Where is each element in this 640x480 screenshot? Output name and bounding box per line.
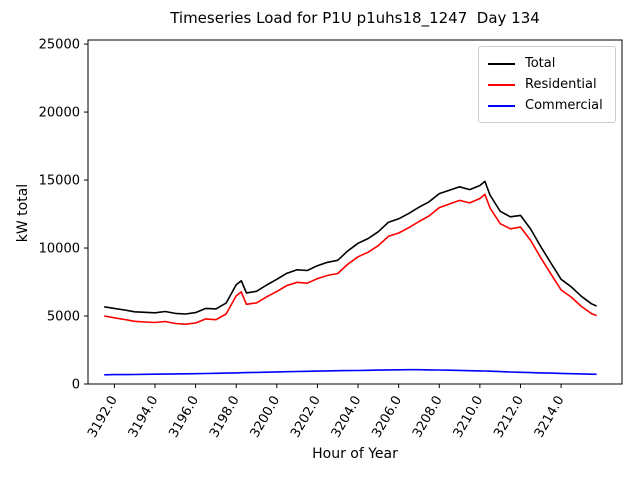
y-tick-label: 5000 [47,310,80,325]
y-tick-label: 15000 [39,174,80,189]
chart-title: Timeseries Load for P1U p1uhs18_1247 Day… [170,9,540,27]
legend-line-sample [488,62,515,65]
x-tick-label: 3204.0 [329,394,365,441]
y-axis-label: kW total [15,183,31,243]
legend-label: Residential [525,77,597,92]
legend-label: Commercial [525,98,603,113]
legend-line-sample [488,104,515,107]
x-tick-label: 3198.0 [207,394,243,441]
x-axis-label: Hour of Year [312,446,398,462]
x-tick-label: 3206.0 [369,394,405,441]
legend-line-sample [488,83,515,86]
legend-entry-residential: Residential [488,74,607,95]
y-tick-label: 10000 [39,242,80,257]
x-tick-label: 3212.0 [491,394,527,441]
legend-label: Total [525,56,556,71]
x-tick-label: 3194.0 [126,394,162,441]
y-tick-label: 20000 [39,106,80,121]
x-tick-label: 3196.0 [166,394,202,441]
total-line [104,180,597,315]
y-tick-label: 0 [72,378,80,393]
legend-entry-commercial: Commercial [488,95,607,116]
x-tick-label: 3208.0 [410,394,446,441]
x-tick-label: 3210.0 [451,394,487,441]
legend-entry-total: Total [488,53,607,74]
x-tick-label: 3202.0 [288,394,324,441]
x-tick-label: 3200.0 [248,394,284,441]
commercial-line [104,368,597,376]
axes-frame [87,39,623,385]
x-tick-label: 3192.0 [85,394,121,441]
legend: Total Residential Commercial [478,46,616,123]
x-tick-label: 3214.0 [532,394,568,441]
y-tick-label: 25000 [39,38,80,53]
residential-line [104,193,597,326]
